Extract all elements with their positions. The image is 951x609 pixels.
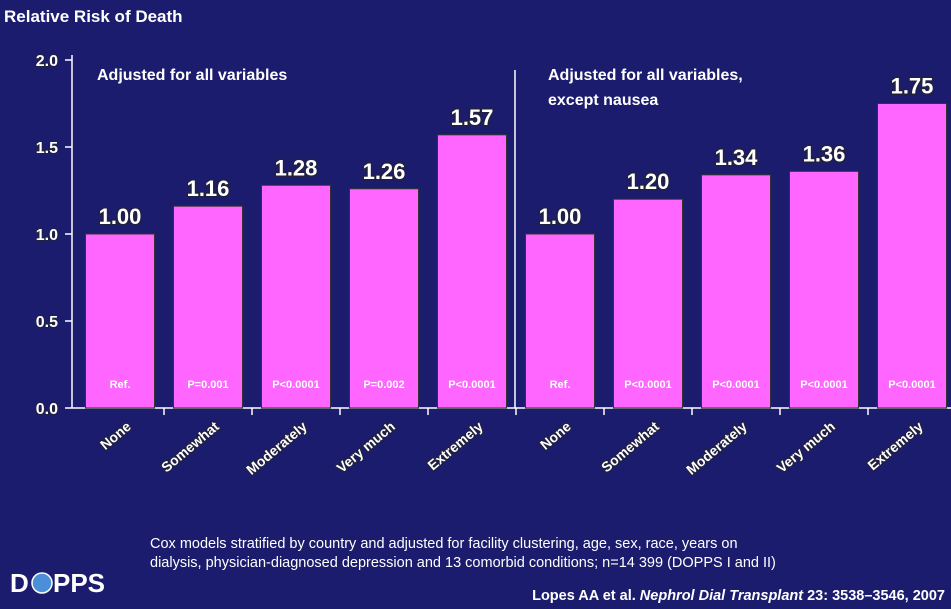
- bar: [789, 170, 859, 409]
- value-label: 1.36: [803, 141, 846, 166]
- footnote: dialysis, physician-diagnosed depression…: [150, 555, 776, 571]
- bar: [437, 134, 507, 409]
- panel-title: Adjusted for all variables,: [548, 67, 743, 84]
- citation-authors: Lopes AA et al.: [532, 588, 640, 604]
- logo-text: PPS: [53, 568, 105, 598]
- value-label: 1.00: [539, 204, 582, 229]
- p-label: P<0.0001: [272, 379, 319, 391]
- value-label: 1.34: [715, 145, 759, 170]
- value-label: 1.26: [363, 159, 406, 184]
- p-label: P<0.0001: [448, 379, 495, 391]
- logo: D PPS: [10, 568, 105, 598]
- bar: [85, 233, 155, 409]
- value-label: 1.75: [891, 74, 934, 99]
- p-label: Ref.: [110, 379, 131, 391]
- footnote: Cox models stratified by country and adj…: [150, 536, 738, 552]
- bar: [525, 233, 595, 409]
- panel-title: except nausea: [548, 92, 658, 109]
- p-label: P=0.001: [187, 379, 228, 391]
- p-label: P<0.0001: [800, 379, 847, 391]
- p-label: Ref.: [550, 379, 571, 391]
- y-tick-label: 1.5: [36, 140, 58, 157]
- logo-globe: [31, 572, 53, 594]
- value-label: 1.00: [99, 204, 142, 229]
- bar: [701, 174, 771, 409]
- bar: [173, 205, 243, 409]
- p-label: P<0.0001: [624, 379, 671, 391]
- p-label: P<0.0001: [888, 379, 935, 391]
- value-label: 1.20: [627, 169, 670, 194]
- citation-ref: 23: 3538–3546, 2007: [803, 588, 945, 604]
- y-tick-label: 2.0: [36, 53, 58, 70]
- value-label: 1.16: [187, 176, 230, 201]
- value-label: 1.57: [451, 105, 494, 130]
- bar: [349, 188, 419, 409]
- value-label: 1.28: [275, 155, 318, 180]
- bar: [613, 198, 683, 409]
- y-axis-title: Relative Risk of Death: [4, 7, 183, 26]
- bar: [261, 184, 331, 409]
- y-tick-label: 0.5: [36, 314, 58, 331]
- citation: Lopes AA et al. Nephrol Dial Transplant …: [532, 588, 945, 604]
- citation-journal: Nephrol Dial Transplant: [640, 588, 804, 604]
- y-tick-label: 1.0: [36, 227, 58, 244]
- logo-text: D: [10, 568, 29, 598]
- p-label: P=0.002: [363, 379, 404, 391]
- bar: [877, 103, 947, 409]
- y-tick-label: 0.0: [36, 401, 58, 418]
- panel-title: Adjusted for all variables: [97, 67, 287, 84]
- p-label: P<0.0001: [712, 379, 759, 391]
